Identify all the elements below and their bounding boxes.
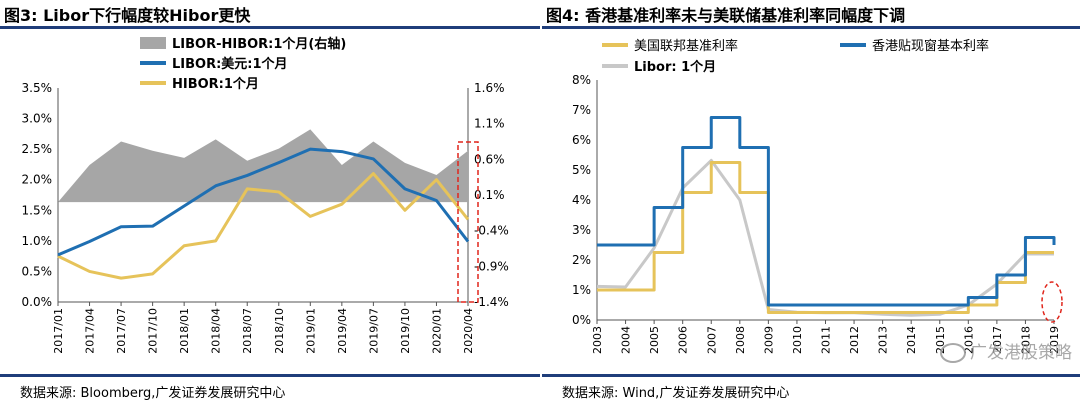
y-right-tick-label: 1.1% <box>474 117 505 131</box>
y-right-tick-label: -0.4% <box>474 224 509 238</box>
y-left-tick-label: 3.0% <box>22 112 53 126</box>
x-tick-label: 2017/01 <box>52 308 65 354</box>
x-tick-label: 2018 <box>1019 326 1032 354</box>
watermark: 广发港股策略 <box>940 338 1072 363</box>
right-chart: 美国联邦基准利率 香港贴现窗基本利率 Libor: 1个月 0% 1% 2% 3% 4% 5% 6… <box>572 38 1063 354</box>
series-line-libor <box>57 147 470 257</box>
y-tick-label: 7% <box>572 103 591 117</box>
legend-label-hibor: HIBOR:1个月 <box>172 76 259 92</box>
y-left-tick-label: 0.5% <box>22 264 53 278</box>
right-source-bar: 数据来源: Wind,广发证券发展研究中心 <box>542 374 1080 404</box>
right-chart-title-bar: 图4: 香港基准利率未与美联储基准利率同幅度下调 <box>542 0 1080 29</box>
series-line-libor-1m <box>596 158 1054 317</box>
x-tick-label: 2018/07 <box>241 308 254 354</box>
left-chart-panel: 图3: Libor下行幅度较Hibor更快 LIBOR-HIBOR:1个月(右轴… <box>0 0 540 401</box>
y-tick-label: 3% <box>572 223 591 237</box>
left-chart-title-bar: 图3: Libor下行幅度较Hibor更快 <box>0 0 540 29</box>
left-legend: LIBOR-HIBOR:1个月(右轴) LIBOR:美元:1个月 HIBOR:1个月 <box>140 36 346 92</box>
series-line-hibor <box>57 172 470 280</box>
x-tick-label: 2003 <box>591 326 604 354</box>
y-tick-label: 0% <box>572 313 591 327</box>
series-line-fed-rate <box>597 161 1054 314</box>
x-tick-label: 2017/07 <box>115 308 128 354</box>
y-tick-label: 4% <box>572 193 591 207</box>
left-chart: LIBOR-HIBOR:1个月(右轴) LIBOR:美元:1个月 HIBOR:1个月… <box>22 36 509 354</box>
y-tick-label: 6% <box>572 133 591 147</box>
x-tick-label: 2019/10 <box>399 308 412 354</box>
wechat-icon <box>940 343 966 363</box>
y-tick-label: 1% <box>572 283 591 297</box>
y-right-tick-label: 0.6% <box>474 152 505 166</box>
left-chart-title: 图3: Libor下行幅度较Hibor更快 <box>4 6 251 25</box>
y-right-tick-label: -1.4% <box>474 295 509 309</box>
legend-label-hk-base-rate: 香港贴现窗基本利率 <box>872 38 989 54</box>
x-tick-label: 2014 <box>905 326 918 354</box>
right-chart-panel: 图4: 香港基准利率未与美联储基准利率同幅度下调 美国联邦基准利率 香港贴现窗基本… <box>542 0 1080 401</box>
x-tick-label: 2010 <box>791 326 804 354</box>
x-tick-label: 2017/10 <box>147 308 160 354</box>
right-chart-title: 图4: 香港基准利率未与美联储基准利率同幅度下调 <box>546 6 906 25</box>
y-left-tick-label: 1.0% <box>22 234 53 248</box>
series-area-libor-hibor <box>58 129 468 203</box>
y-left-tick-label: 0.0% <box>22 295 53 309</box>
y-right-tick-label: 1.6% <box>474 81 505 95</box>
x-tick-label: 2009 <box>762 326 775 354</box>
y-left-tick-label: 1.5% <box>22 203 53 217</box>
annotation-dashed-box <box>457 141 479 303</box>
legend-swatch-libor-hibor <box>140 37 166 49</box>
x-tick-label: 2017 <box>991 326 1004 354</box>
y-right-tick-label: 0.1% <box>474 188 505 202</box>
x-tick-label: 2020/04 <box>462 308 475 354</box>
y-left-tick-label: 3.5% <box>22 81 53 95</box>
legend-label-libor-hibor: LIBOR-HIBOR:1个月(右轴) <box>172 36 346 52</box>
x-tick-label: 2012 <box>848 326 861 354</box>
legend-label-libor-1m: Libor: 1个月 <box>634 59 716 75</box>
y-right-tick-label: -0.9% <box>474 259 509 273</box>
legend-label-libor: LIBOR:美元:1个月 <box>172 56 288 72</box>
series-line-hk-base-rate <box>597 116 1056 307</box>
x-tick-label: 2018/01 <box>178 308 191 354</box>
y-left-tick-label: 2.5% <box>22 142 53 156</box>
x-tick-label: 2005 <box>648 326 661 354</box>
x-tick-label: 2019 <box>1048 326 1061 354</box>
right-source-text: 数据来源: Wind,广发证券发展研究中心 <box>562 386 790 401</box>
y-tick-label: 8% <box>572 73 591 87</box>
x-tick-label: 2019/07 <box>367 308 380 354</box>
x-tick-label: 2008 <box>734 326 747 354</box>
x-tick-label: 2016 <box>962 326 975 354</box>
x-tick-label: 2018/10 <box>273 308 286 354</box>
x-tick-label: 2007 <box>705 326 718 354</box>
y-tick-label: 2% <box>572 253 591 267</box>
x-tick-label: 2019/04 <box>336 308 349 354</box>
y-left-tick-label: 2.0% <box>22 173 53 187</box>
y-tick-label: 5% <box>572 163 591 177</box>
x-tick-label: 2013 <box>877 326 890 354</box>
x-tick-label: 2018/04 <box>210 308 223 354</box>
x-tick-label: 2019/01 <box>304 308 317 354</box>
x-tick-label: 2006 <box>677 326 690 354</box>
watermark-text: 广发港股策略 <box>970 343 1072 363</box>
x-tick-label: 2017/04 <box>84 308 97 354</box>
x-tick-label: 2011 <box>820 326 833 354</box>
legend-label-fed-rate: 美国联邦基准利率 <box>634 38 738 54</box>
x-tick-label: 2020/01 <box>430 308 443 354</box>
left-source-bar: 数据来源: Bloomberg,广发证券发展研究中心 <box>0 374 540 404</box>
annotation-dashed-ellipse <box>1041 281 1063 323</box>
left-source-text: 数据来源: Bloomberg,广发证券发展研究中心 <box>20 386 286 401</box>
right-legend: 美国联邦基准利率 香港贴现窗基本利率 Libor: 1个月 <box>602 38 989 75</box>
x-tick-label: 2004 <box>620 326 633 354</box>
